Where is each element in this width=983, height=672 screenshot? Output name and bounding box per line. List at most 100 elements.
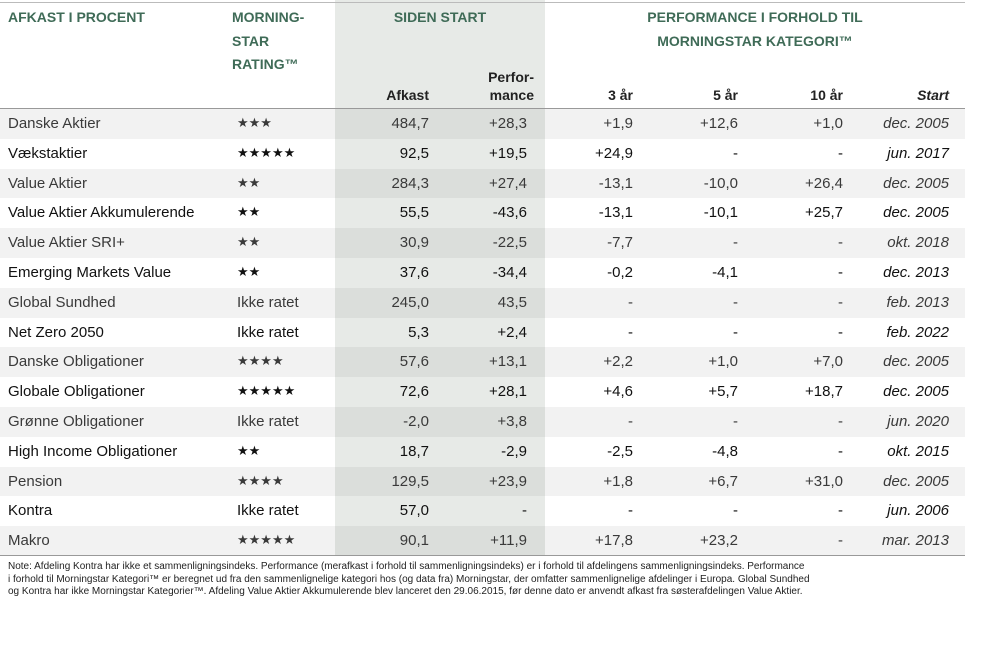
row-shade xyxy=(0,407,965,437)
cell: 57,0 xyxy=(399,502,429,520)
cell: dec. 2005 xyxy=(883,472,949,490)
cell: +26,4 xyxy=(805,174,843,192)
cell: +27,4 xyxy=(489,174,527,192)
cell: 37,6 xyxy=(399,264,429,281)
cell: mar. 2013 xyxy=(882,532,949,550)
cell: - xyxy=(838,293,843,311)
row-label: High Income Obligationer xyxy=(8,442,178,460)
cell: +1,8 xyxy=(603,472,633,490)
cell: dec. 2005 xyxy=(883,353,949,371)
group-header: SIDEN START xyxy=(393,9,487,25)
cell: ★★ xyxy=(237,204,261,220)
group-header: MORNINGSTAR KATEGORI™ xyxy=(657,32,853,49)
cell: 284,3 xyxy=(391,174,429,192)
since-start-band xyxy=(335,0,545,555)
cell: jun. 2006 xyxy=(887,502,949,520)
cell: 72,6 xyxy=(399,383,429,401)
cell: - xyxy=(628,413,633,430)
cell: dec. 2005 xyxy=(883,204,949,222)
cell: dec. 2013 xyxy=(883,264,949,281)
cell: +3,8 xyxy=(497,413,527,430)
cell: +1,0 xyxy=(813,115,843,132)
cell: +12,6 xyxy=(700,115,738,132)
cell: +25,7 xyxy=(805,204,843,222)
cell: dec. 2005 xyxy=(883,115,949,132)
cell: +28,3 xyxy=(489,115,527,132)
cell: dec. 2005 xyxy=(883,383,949,401)
cell: feb. 2022 xyxy=(886,323,949,341)
cell: -10,0 xyxy=(703,174,738,192)
note-line: i forhold til Morningstar Kategori™ er b… xyxy=(8,573,810,585)
row-shade xyxy=(0,228,965,258)
cell: -22,5 xyxy=(492,234,527,252)
cell: +31,0 xyxy=(805,472,843,490)
column-header: Perfor- xyxy=(488,69,534,85)
cell: dec. 2005 xyxy=(883,174,949,192)
cell: - xyxy=(733,323,738,341)
cell: ★★ xyxy=(237,174,261,190)
cell: -7,7 xyxy=(607,234,633,252)
cell: ★★★★★ xyxy=(237,144,296,160)
group-header: PERFORMANCE I FORHOLD TIL xyxy=(647,9,863,25)
cell: Ikke ratet xyxy=(237,293,299,311)
cell: - xyxy=(733,502,738,520)
row-label: Pension xyxy=(8,472,63,490)
cell: ★★ xyxy=(237,234,261,250)
cell: ★★★★★ xyxy=(237,383,296,399)
column-header: AFKAST I PROCENT xyxy=(8,9,145,25)
row-label: Danske Obligationer xyxy=(8,353,144,371)
cell: ★★★★★ xyxy=(237,532,296,548)
column-header: STAR xyxy=(232,32,270,49)
row-label: Vækstaktier xyxy=(8,144,88,162)
cell: - xyxy=(733,293,738,311)
cell: jun. 2020 xyxy=(887,413,949,430)
row-label: Global Sundhed xyxy=(8,293,116,311)
cell: -43,6 xyxy=(492,204,527,222)
row-label: Emerging Markets Value xyxy=(8,264,172,281)
cell: 245,0 xyxy=(391,293,429,311)
cell: - xyxy=(628,323,633,341)
row-label: Danske Aktier xyxy=(8,115,101,132)
cell: +23,9 xyxy=(489,472,527,490)
header-rule xyxy=(0,108,965,109)
cell: 5,3 xyxy=(408,323,429,341)
cell: -13,1 xyxy=(598,174,633,192)
row-shade xyxy=(0,466,965,497)
cell: - xyxy=(838,413,843,430)
cell: 30,9 xyxy=(399,234,429,252)
cell: +1,0 xyxy=(708,353,738,371)
row-label: Net Zero 2050 xyxy=(8,323,104,341)
cell: Ikke ratet xyxy=(237,323,299,341)
cell: ★★★★ xyxy=(237,353,284,369)
cell: - xyxy=(628,293,633,311)
cell: - xyxy=(838,234,843,252)
cell: ★★ xyxy=(237,442,261,458)
cell: feb. 2013 xyxy=(886,293,949,311)
row-label: Value Aktier Akkumulerende xyxy=(8,204,195,222)
cell: okt. 2018 xyxy=(887,234,949,252)
cell: +5,7 xyxy=(708,383,738,401)
cell: +13,1 xyxy=(489,353,527,371)
column-header: RATING™ xyxy=(232,56,299,72)
cell: +7,0 xyxy=(813,353,843,371)
cell: +19,5 xyxy=(489,144,527,162)
cell: jun. 2017 xyxy=(887,144,949,162)
row-label: Value Aktier SRI+ xyxy=(8,234,125,252)
row-shade xyxy=(0,168,965,199)
row-shade xyxy=(0,109,965,139)
cell: 484,7 xyxy=(391,115,429,132)
cell: - xyxy=(838,532,843,550)
cell: +17,8 xyxy=(595,532,633,550)
cell: - xyxy=(733,144,738,162)
cell: - xyxy=(522,502,527,520)
cell: 129,5 xyxy=(391,472,429,490)
cell: -13,1 xyxy=(598,204,633,222)
cell: - xyxy=(838,442,843,460)
cell: 55,5 xyxy=(399,204,429,222)
top-rule xyxy=(0,2,965,3)
cell: ★★ xyxy=(237,264,261,279)
column-header: Afkast xyxy=(386,87,429,103)
cell: +24,9 xyxy=(595,144,633,162)
row-shade xyxy=(0,347,965,378)
